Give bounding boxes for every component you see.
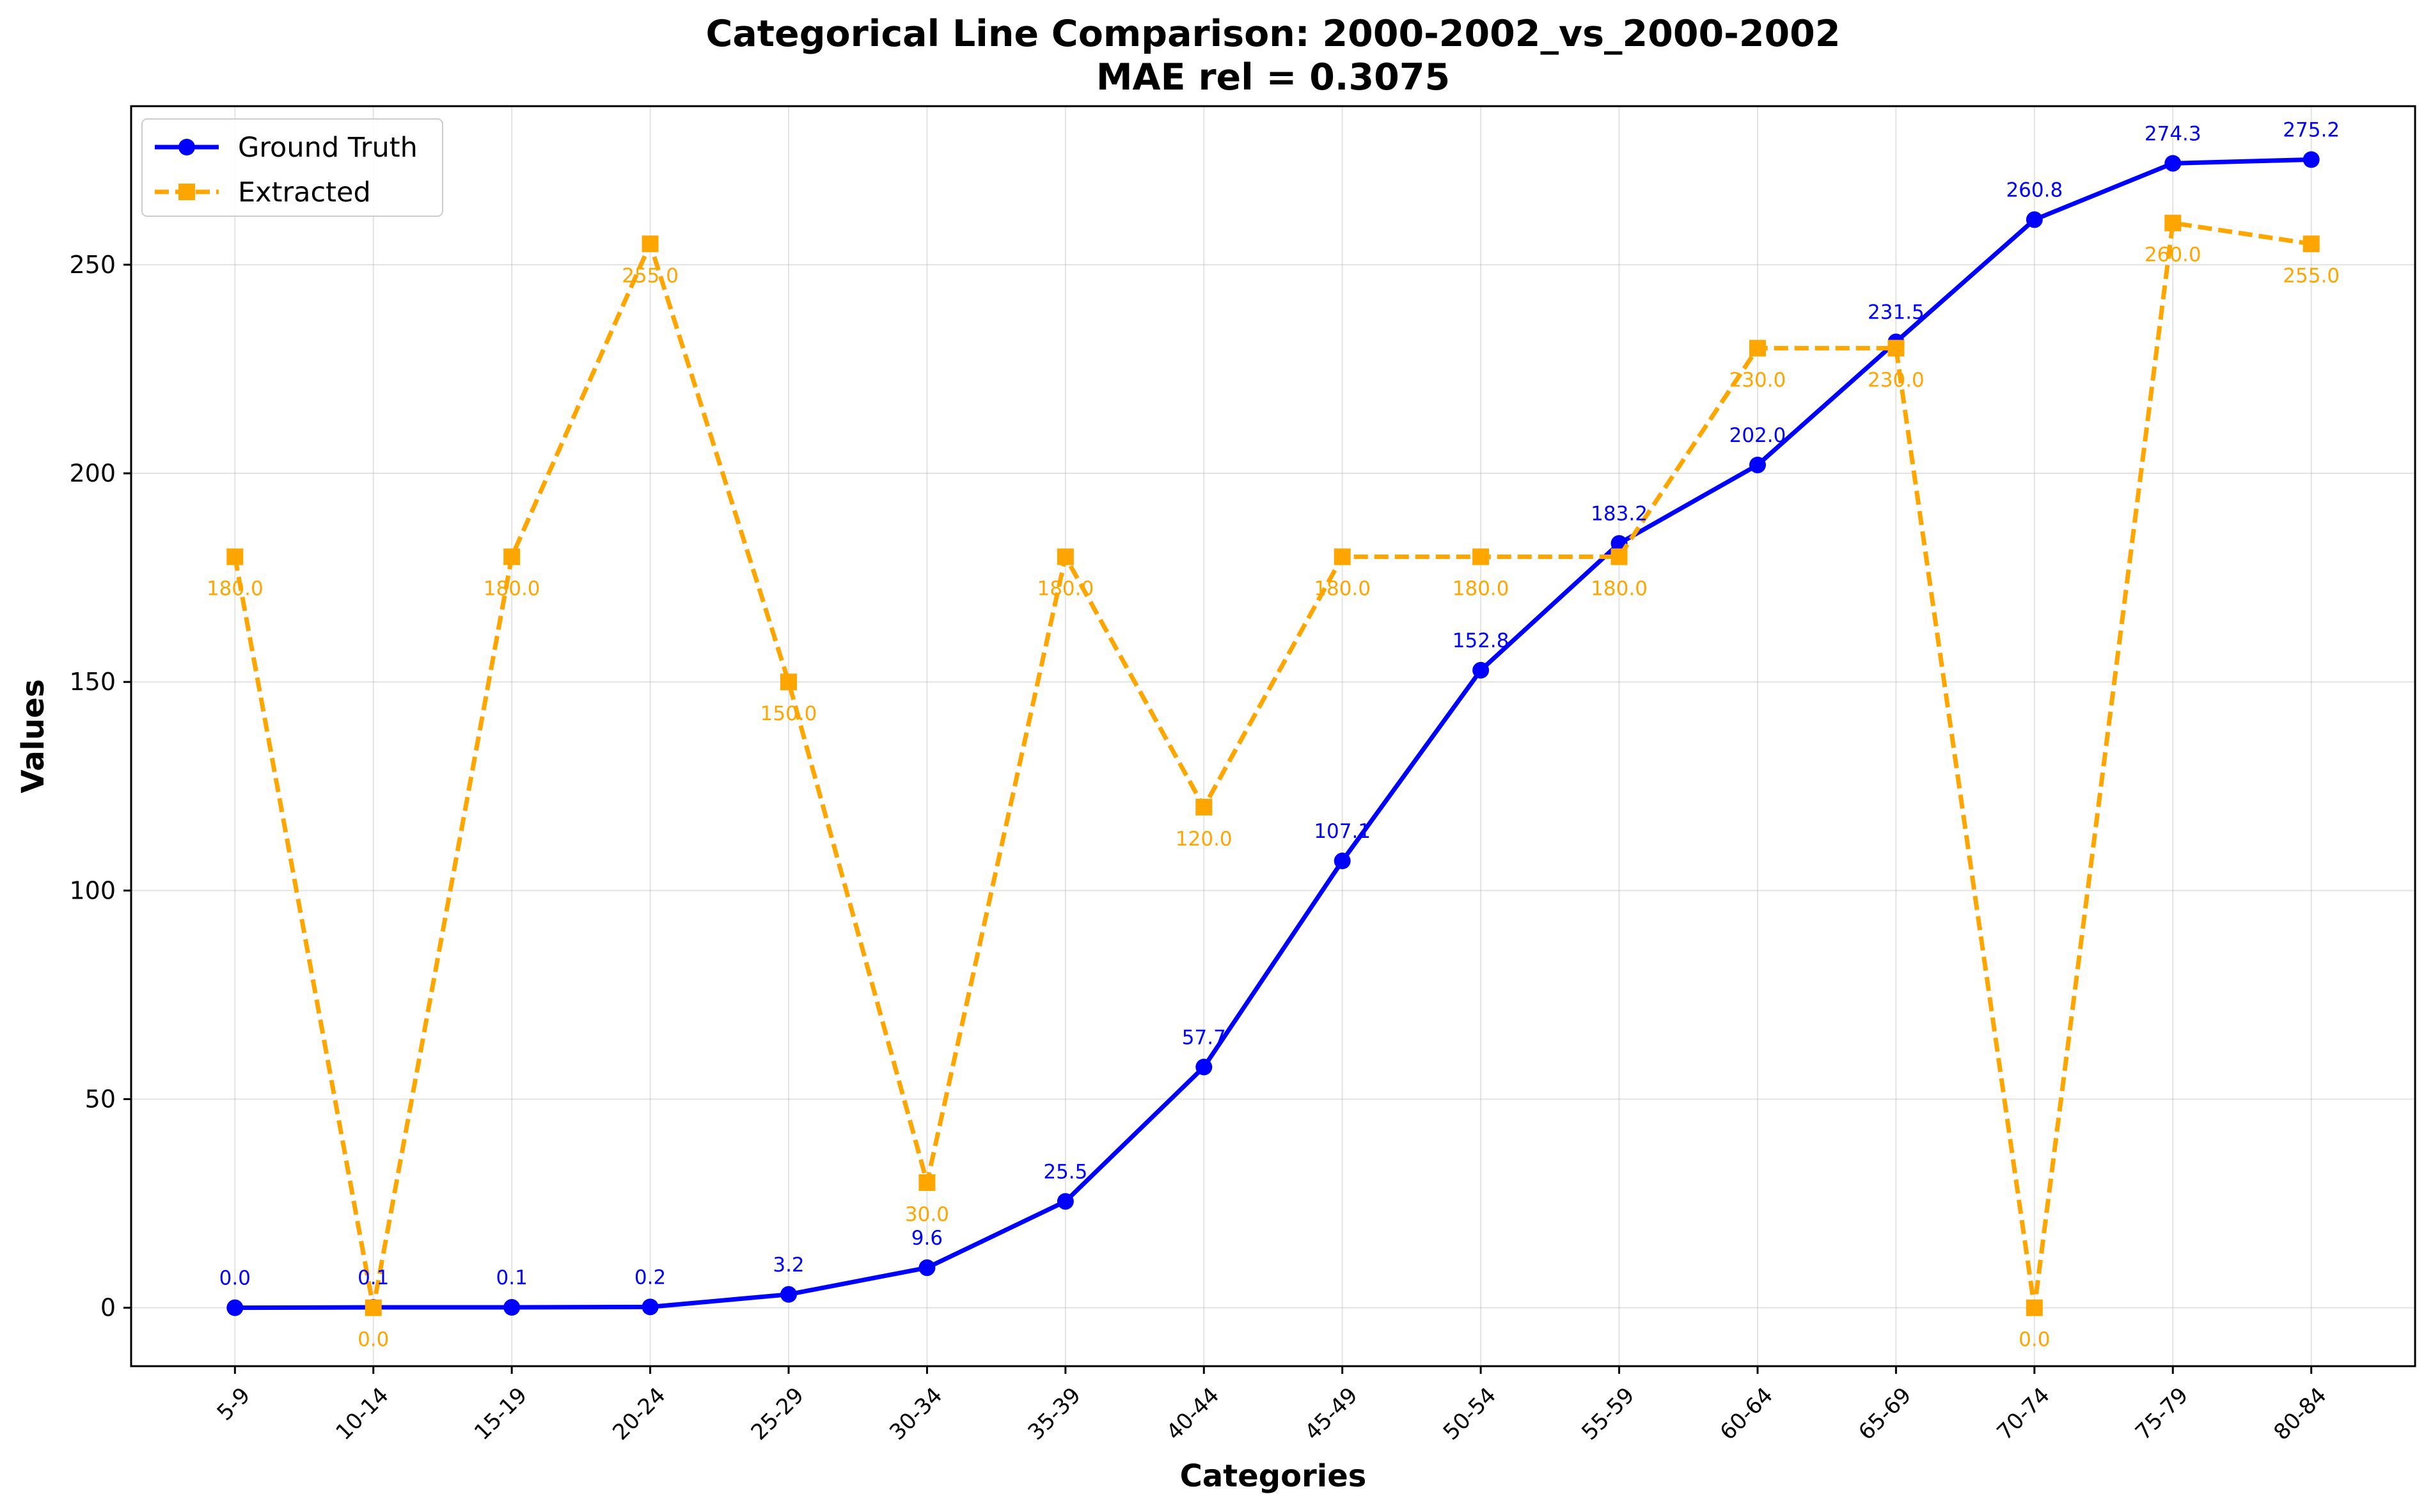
data-label: 183.2 — [1591, 503, 1648, 526]
data-point — [1195, 1059, 1213, 1076]
data-label: 0.0 — [358, 1328, 389, 1351]
data-label: 180.0 — [207, 578, 264, 601]
y-axis-title: Values — [15, 679, 51, 794]
series-line — [232, 221, 2312, 1311]
data-label: 30.0 — [905, 1203, 949, 1226]
data-label: 260.0 — [2145, 244, 2201, 267]
data-point — [1334, 853, 1351, 870]
data-point — [1610, 548, 1628, 565]
data-point — [918, 1259, 936, 1277]
data-label: 0.1 — [358, 1266, 389, 1289]
legend-label: Ground Truth — [238, 132, 418, 164]
data-label: 25.5 — [1043, 1160, 1087, 1183]
y-tick-label: 250 — [69, 251, 116, 279]
data-label: 107.1 — [1314, 820, 1371, 843]
legend-label: Extracted — [238, 177, 371, 209]
data-point — [642, 235, 659, 253]
data-point — [1472, 661, 1490, 679]
data-label: 231.5 — [1868, 301, 1925, 324]
legend-marker — [178, 139, 195, 155]
data-label: 57.7 — [1182, 1026, 1226, 1049]
data-label: 180.0 — [1037, 578, 1094, 601]
data-point — [2026, 211, 2043, 228]
data-label: 180.0 — [1591, 578, 1648, 601]
data-point — [2026, 1299, 2043, 1316]
grid — [131, 106, 2415, 1366]
data-label: 274.3 — [2145, 122, 2201, 145]
y-tick-label: 50 — [85, 1085, 116, 1114]
data-label: 3.2 — [773, 1254, 804, 1277]
data-label: 0.0 — [2019, 1328, 2050, 1351]
y-tick-label: 0 — [100, 1294, 116, 1322]
legend-entry: Ground Truth — [155, 132, 418, 164]
data-point — [780, 1286, 798, 1303]
data-point — [365, 1299, 382, 1316]
data-point — [1749, 456, 1766, 473]
data-label: 120.0 — [1176, 828, 1232, 851]
data-point — [503, 1299, 521, 1316]
chart-subtitle: MAE rel = 0.3075 — [1096, 56, 1450, 98]
legend-marker — [178, 184, 195, 200]
data-label: 180.0 — [484, 578, 540, 601]
data-label: 255.0 — [2283, 264, 2340, 287]
data-point — [1749, 340, 1766, 357]
data-label: 260.8 — [2006, 178, 2063, 201]
data-label: 230.0 — [1868, 368, 1925, 391]
data-label: 0.2 — [634, 1266, 666, 1289]
data-point — [1057, 1193, 1074, 1210]
data-point — [2164, 214, 2182, 232]
series-layer — [226, 151, 2320, 1316]
data-label: 0.0 — [219, 1267, 251, 1290]
data-point — [226, 1299, 244, 1316]
data-point — [2303, 235, 2320, 253]
data-point — [1887, 340, 1905, 357]
data-labels: 0.0 0.1 0.1 0.2 3.2 9.6 25.5 57.7 107.1 152.8 183.… — [207, 118, 2340, 1351]
data-point — [226, 548, 244, 565]
legend: Ground Truth Extracted — [141, 118, 443, 217]
y-tick-label: 100 — [69, 876, 116, 904]
data-point — [1334, 548, 1351, 565]
data-label: 150.0 — [760, 702, 817, 725]
data-label: 255.0 — [622, 264, 679, 287]
data-label: 202.0 — [1729, 424, 1786, 447]
legend-items: Ground Truth Extracted — [155, 132, 418, 209]
data-label: 230.0 — [1729, 368, 1786, 391]
data-point — [918, 1174, 936, 1191]
chart-title: Categorical Line Comparison: 2000-2002_v… — [706, 13, 1841, 55]
data-point — [2303, 151, 2320, 168]
data-point — [1057, 548, 1074, 565]
series-extracted — [226, 214, 2320, 1316]
x-axis-title: Categories — [1180, 1458, 1367, 1494]
series-line — [235, 157, 2311, 1311]
plot-frame — [130, 105, 2416, 1367]
data-label: 9.6 — [911, 1227, 943, 1250]
legend-entry: Extracted — [155, 177, 371, 209]
data-point — [1472, 548, 1490, 565]
y-tick-label: 200 — [69, 459, 116, 487]
data-label: 275.2 — [2283, 118, 2340, 141]
y-tick-label: 150 — [69, 668, 116, 696]
data-point — [642, 1298, 659, 1316]
data-point — [2164, 155, 2182, 172]
data-label: 180.0 — [1453, 578, 1509, 601]
data-point — [1195, 798, 1213, 815]
data-point — [503, 548, 521, 565]
data-label: 152.8 — [1453, 629, 1509, 652]
data-label: 180.0 — [1314, 578, 1371, 601]
data-label: 0.1 — [496, 1266, 528, 1289]
data-point — [780, 673, 798, 691]
